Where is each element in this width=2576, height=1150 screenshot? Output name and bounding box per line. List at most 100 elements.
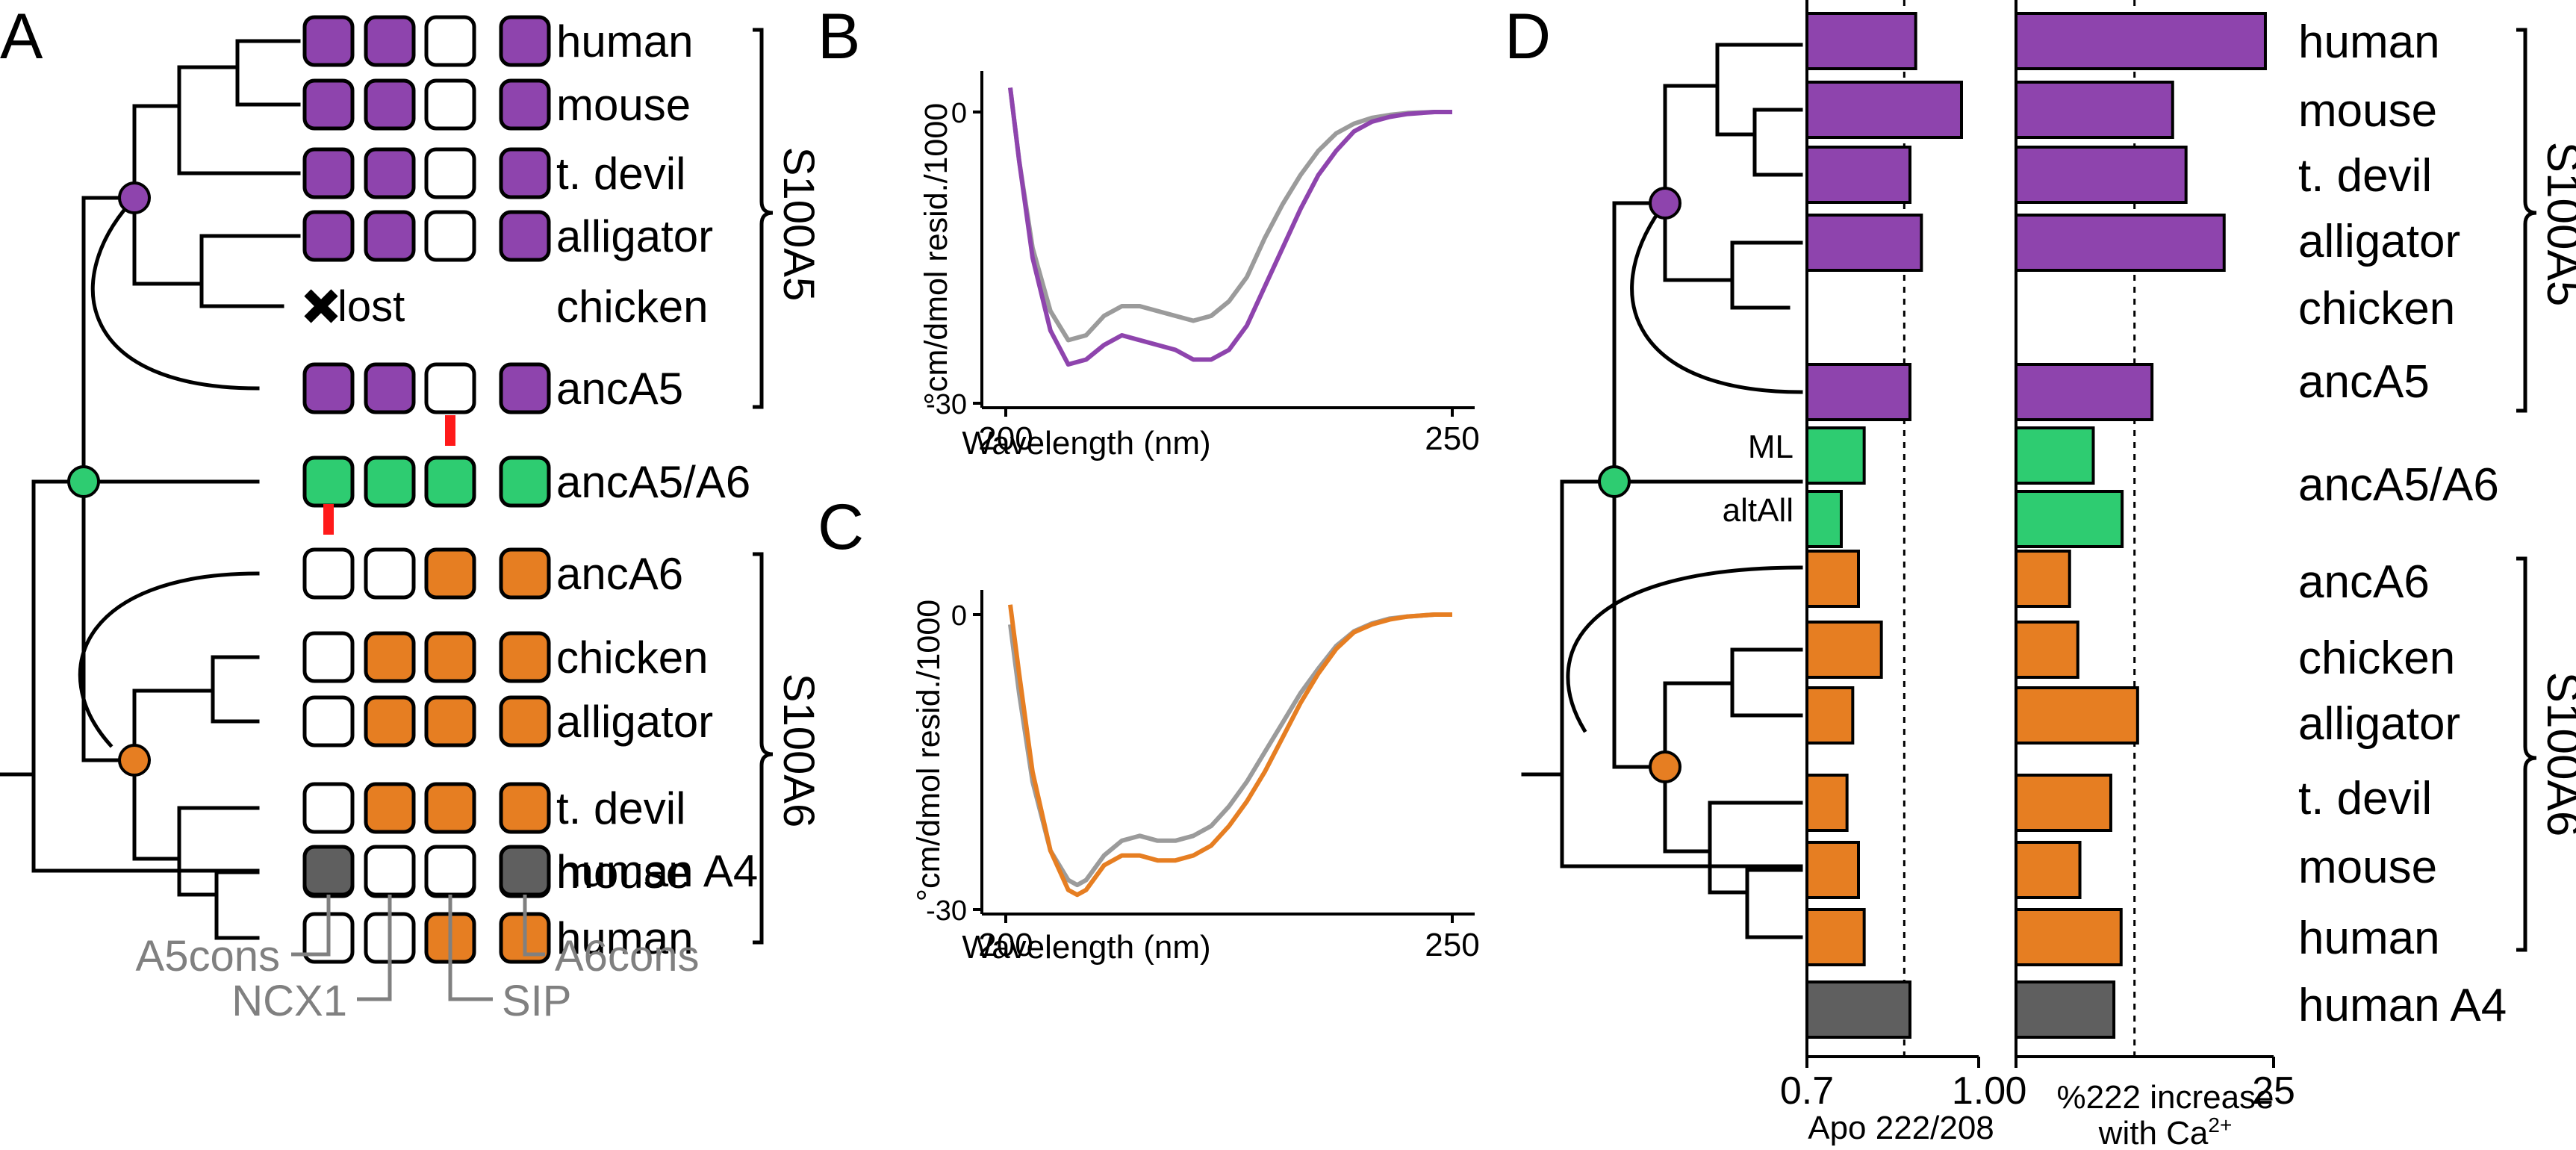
chart-d-left: 0.7 1.0 [1780, 0, 2006, 1113]
node-anca5a6-circle [67, 465, 100, 498]
d-tree-branch-a5a6-lower [1612, 479, 1667, 769]
cd-curve-main [1008, 604, 1452, 898]
panel-a-row: ancA5/A6 [302, 456, 750, 508]
leader-sip [448, 895, 493, 1001]
column-label-ncx1: NCX1 [231, 977, 347, 1025]
x-tick-label: 250 [1425, 927, 1479, 963]
bar [1805, 686, 1855, 745]
panel-a-tree [0, 39, 301, 940]
bar [1805, 363, 1911, 421]
feature-box [424, 78, 476, 131]
x-tick-label: 1.0 [1952, 1069, 2006, 1113]
feature-box [364, 547, 416, 600]
d-row-label: human [2298, 16, 2440, 68]
tree-branch-root-upper [31, 479, 86, 777]
panel-a-row: ancA6 [302, 547, 683, 600]
x-tick-label: 0.7 [1780, 1069, 1834, 1113]
node-a5-circle [118, 181, 151, 214]
feature-box [364, 15, 416, 67]
row-label: t. devil [556, 783, 685, 833]
feature-box [302, 362, 355, 414]
feature-box [499, 845, 551, 897]
panel-label-d: D [1505, 1, 1551, 72]
d-row-label: chicken [2298, 632, 2455, 684]
d-group-label-s100a6: S100A6 [2537, 672, 2576, 837]
d-row-label: t. devil [2298, 150, 2432, 202]
d-xlabel-left: Apo 222/208 [1808, 1110, 1994, 1146]
x-tick-label: 200 [978, 420, 1033, 457]
panel-a-row: alligator [302, 695, 713, 748]
bar [2015, 686, 2139, 745]
d-group-label-s100a5: S100A5 [2537, 142, 2576, 307]
x-tick-label: 200 [978, 927, 1033, 963]
tree-branch-human-a6 [214, 892, 260, 940]
d-node-anca5a6-circle [1598, 465, 1631, 498]
tree-branch-tdevil-a6 [177, 806, 260, 861]
row-label: chicken [556, 282, 708, 332]
feature-box [424, 210, 476, 262]
tree-branch-alligator-a6 [211, 689, 260, 724]
d-tree-branch-tdevil-a5 [1752, 132, 1803, 177]
d-row-label: alligator [2298, 698, 2460, 750]
feature-box [302, 15, 355, 67]
d-bracket-s100a5-shape [2516, 28, 2537, 413]
d-row-label: ancA6 [2298, 556, 2430, 608]
bar [1805, 214, 1923, 272]
row-label: mouse [556, 80, 691, 130]
panel-b: B °cm/dmol resid./1000 Wavelength (nm) 0… [818, 1, 1480, 461]
x-tick-label: 0 [2006, 1069, 2027, 1113]
bar [1805, 490, 1843, 548]
panel-a-row: t. devil [302, 782, 685, 834]
panel-a-row: t. devil [302, 147, 685, 199]
bar [2015, 12, 2267, 70]
tree-branch-chicken-a5 [199, 282, 284, 308]
feature-box [499, 210, 551, 262]
panel-c-xlabel: Wavelength (nm) [962, 929, 1210, 966]
d-tree-branch-human-a5 [1715, 43, 1803, 88]
bar [1805, 621, 1883, 679]
panel-a-row: ancA5 [302, 362, 683, 414]
feature-box [302, 782, 355, 834]
tree-curve-anca5 [90, 200, 260, 391]
feature-box [499, 695, 551, 748]
feature-box [364, 845, 416, 897]
y-tick-label: -30 [926, 389, 967, 420]
d-tree-branch-root [1521, 772, 1803, 868]
d-row-label: t. devil [2298, 773, 2432, 824]
d-xlabel-right-sup: 2+ [2208, 1113, 2232, 1137]
feature-box [499, 78, 551, 131]
cd-curve-reference [1008, 87, 1452, 343]
d-row-label: human A4 [2298, 980, 2507, 1031]
y-tick-label: -30 [926, 895, 967, 927]
feature-box [364, 782, 416, 834]
bar [2015, 426, 2095, 485]
feature-box [302, 147, 355, 199]
chart-d-right: 0 25 [2006, 0, 2295, 1113]
bracket-s100a6: S100A6 [753, 552, 823, 945]
d-tree-branch-chicken-a6 [1730, 647, 1803, 686]
d-row-label: mouse [2298, 85, 2437, 137]
row-label: ancA6 [556, 549, 683, 599]
panel-label-a: A [0, 1, 43, 72]
bar [1805, 81, 1963, 139]
d-bracket-s100a5: S100A5 [2516, 28, 2576, 413]
d-row-label: human [2298, 913, 2440, 964]
group-label-s100a5: S100A5 [774, 147, 823, 301]
tree-branch-alligator-a5 [199, 234, 301, 286]
feature-box [499, 782, 551, 834]
feature-box [364, 210, 416, 262]
d-tree-curve-anca5 [1630, 206, 1803, 394]
bar [2015, 81, 2174, 139]
tree-branch-tdevil-a5 [177, 104, 301, 175]
d-row-label: mouse [2298, 842, 2437, 893]
tree-branch-a5-lower [132, 196, 204, 286]
feature-box [499, 15, 551, 67]
feature-box [364, 362, 416, 414]
feature-box [499, 147, 551, 199]
d-tree-branch-alligator-a5 [1730, 240, 1803, 282]
feature-box [424, 845, 476, 897]
row-label: human A4 [556, 846, 758, 896]
d-tree-branch-a5-lower [1663, 201, 1735, 282]
lost-label: lost [337, 282, 405, 331]
